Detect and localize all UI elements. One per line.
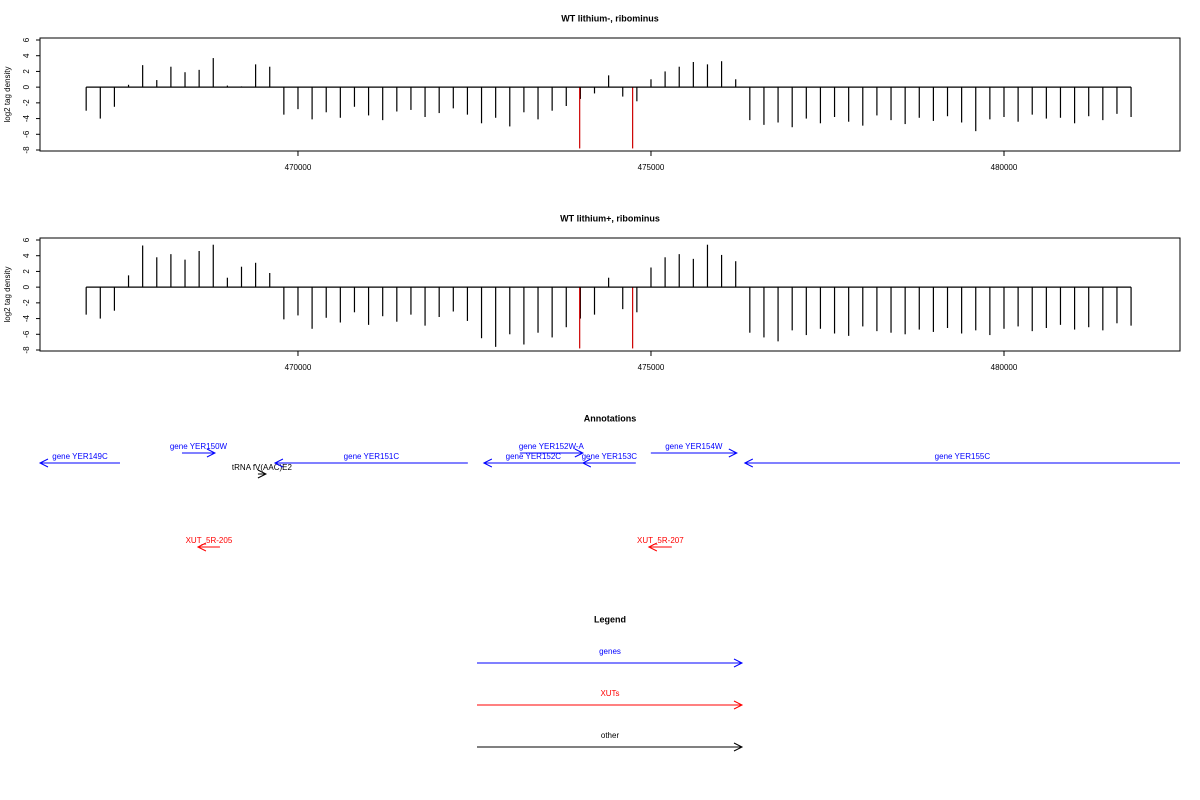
- y-tick-label: 4: [22, 53, 31, 58]
- x-tick-label: 480000: [991, 163, 1018, 172]
- feature-arrow-head: [647, 542, 658, 552]
- plot-frame: [39, 237, 1181, 352]
- y-tick-label: -6: [22, 130, 31, 138]
- feature-label: gene YER155C: [935, 452, 991, 461]
- annotations-title: Annotations: [584, 413, 637, 423]
- feature-label: gene YER152C: [506, 452, 562, 461]
- legend-label: XUTs: [600, 689, 619, 698]
- plot-frame: [39, 37, 1181, 152]
- feature-label: tRNA fV(AAC)E2: [232, 463, 293, 472]
- y-tick-label: -4: [22, 114, 31, 122]
- feature-label: XUT_5R-205: [186, 536, 233, 545]
- feature-arrow-head: [581, 458, 592, 468]
- feature-arrow-head: [728, 448, 738, 458]
- legend-label: genes: [599, 647, 621, 656]
- y-tick-label: 2: [22, 269, 31, 274]
- feature-label: gene YER151C: [344, 452, 400, 461]
- feature-arrow-head: [257, 469, 268, 479]
- feature-arrow-head: [482, 458, 493, 468]
- x-tick-label: 475000: [638, 363, 665, 372]
- feature-arrow-head: [574, 448, 584, 458]
- y-tick-label: 6: [22, 37, 31, 42]
- y-tick-label: 6: [22, 237, 31, 242]
- x-tick-label: 470000: [285, 163, 312, 172]
- feature-label: gene YER150W: [170, 442, 228, 451]
- feature-label: gene YER152W-A: [519, 442, 585, 451]
- y-tick-label: -2: [22, 99, 31, 107]
- chart-title: WT lithium+, ribominus: [560, 213, 660, 223]
- feature-label: gene YER149C: [52, 452, 108, 461]
- feature-arrow-head: [38, 458, 49, 468]
- feature-arrow-head: [743, 458, 754, 468]
- y-tick-label: 0: [22, 284, 31, 289]
- y-axis-label: log2 tag density: [3, 66, 12, 122]
- chart-title: WT lithium-, ribominus: [561, 13, 659, 23]
- feature-label: XUT_5R-207: [637, 536, 684, 545]
- legend-arrow-head: [733, 700, 744, 710]
- legend-arrow-head: [733, 658, 744, 668]
- y-axis-label: log2 tag density: [3, 266, 12, 322]
- legend-label: other: [601, 731, 620, 740]
- y-tick-label: 0: [22, 84, 31, 89]
- y-tick-label: -6: [22, 330, 31, 338]
- x-tick-label: 475000: [638, 163, 665, 172]
- legend-title: Legend: [594, 614, 626, 624]
- legend-arrow-head: [733, 742, 744, 752]
- y-tick-label: -8: [22, 346, 31, 354]
- x-tick-label: 480000: [991, 363, 1018, 372]
- y-tick-label: -8: [22, 146, 31, 154]
- feature-label: gene YER153C: [582, 452, 638, 461]
- y-tick-label: -4: [22, 314, 31, 322]
- feature-arrow-head: [273, 458, 284, 468]
- feature-arrow-head: [196, 542, 207, 552]
- x-tick-label: 470000: [285, 363, 312, 372]
- y-tick-label: 4: [22, 253, 31, 258]
- y-tick-label: -2: [22, 299, 31, 307]
- feature-arrow-head: [206, 448, 217, 458]
- y-tick-label: 2: [22, 69, 31, 74]
- feature-label: gene YER154W: [665, 442, 723, 451]
